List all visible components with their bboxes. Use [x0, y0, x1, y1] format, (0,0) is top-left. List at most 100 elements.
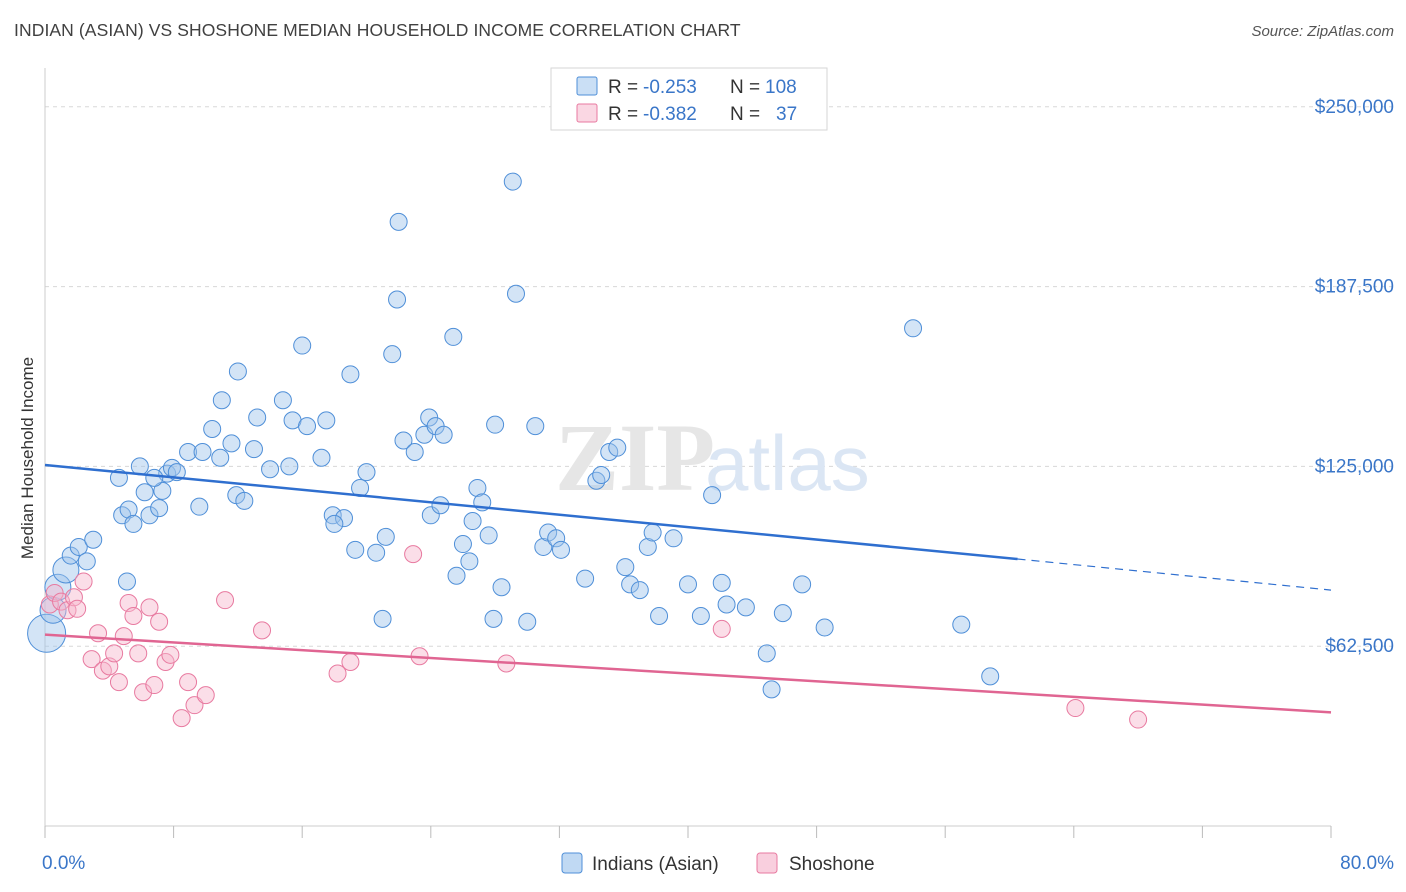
- point-indians-asian: [312, 448, 331, 467]
- point-shoshone: [1129, 710, 1148, 729]
- point-indians-asian: [691, 606, 710, 625]
- point-indians-asian: [150, 499, 169, 518]
- point-indians-asian: [503, 172, 522, 191]
- point-shoshone: [341, 653, 360, 672]
- point-indians-asian: [27, 613, 67, 653]
- point-indians-asian: [484, 609, 503, 628]
- point-indians-asian: [638, 537, 657, 556]
- point-shoshone: [328, 664, 347, 683]
- point-shoshone: [109, 673, 128, 692]
- point-indians-asian: [119, 500, 138, 519]
- point-indians-asian: [616, 558, 635, 577]
- point-indians-asian: [394, 431, 413, 450]
- point-indians-asian: [190, 497, 209, 516]
- point-indians-asian: [650, 606, 669, 625]
- point-indians-asian: [298, 417, 317, 436]
- watermark-zip: ZIP: [555, 404, 715, 511]
- gridlines: [45, 106, 1395, 647]
- point-indians-asian: [534, 537, 553, 556]
- point-shoshone: [40, 595, 59, 614]
- point-indians-asian: [904, 319, 923, 338]
- tick-labels: $62,500 $125,000 $187,500 $250,000 0.0% 80.0%: [42, 97, 1394, 874]
- point-shoshone: [134, 683, 153, 702]
- point-shoshone: [216, 591, 235, 610]
- point-indians-asian: [222, 434, 241, 453]
- point-indians-asian: [664, 529, 683, 548]
- point-indians-asian: [357, 463, 376, 482]
- point-shoshone: [1066, 699, 1085, 718]
- point-indians-asian: [179, 443, 198, 461]
- point-indians-asian: [244, 440, 263, 459]
- point-indians-asian: [506, 284, 525, 303]
- point-indians-asian: [376, 527, 395, 546]
- point-indians-asian: [261, 460, 280, 479]
- point-indians-asian: [630, 581, 649, 600]
- stats-legend: R = -0.253 N = 108 R = -0.382 N = 37: [550, 67, 828, 131]
- point-indians-asian: [463, 512, 482, 531]
- y-tick-label: $125,000: [1315, 456, 1394, 477]
- point-shoshone: [253, 621, 272, 640]
- point-shoshone: [124, 606, 143, 625]
- stats-legend-swatch-blue: [576, 76, 598, 96]
- stats-legend-n-value: 37: [776, 104, 797, 125]
- point-indians-asian: [643, 523, 662, 542]
- point-indians-asian: [124, 514, 143, 533]
- point-shoshone: [64, 588, 83, 607]
- trend-line-indians-asian: [44, 463, 1018, 561]
- stats-legend-n-value: 108: [765, 77, 797, 98]
- point-shoshone: [172, 709, 191, 728]
- point-indians-asian: [460, 552, 479, 571]
- point-indians-asian: [552, 540, 571, 559]
- series-legend-label-shoshone: Shoshone: [789, 854, 875, 875]
- point-indians-asian: [84, 530, 103, 549]
- point-indians-asian: [212, 391, 231, 410]
- series-legend-label-indians: Indians (Asian): [592, 854, 719, 875]
- point-indians-asian: [373, 609, 392, 628]
- point-indians-asian: [576, 569, 595, 588]
- point-shoshone: [161, 645, 180, 664]
- trend-line-indians-asian-extrapolated: [1017, 558, 1332, 591]
- point-indians-asian: [592, 466, 611, 485]
- stats-legend-r-label: R =: [608, 104, 638, 125]
- point-shoshone: [145, 676, 164, 695]
- point-indians-asian: [293, 336, 312, 355]
- point-indians-asian: [717, 595, 736, 614]
- point-shoshone: [105, 644, 124, 663]
- point-indians-asian: [248, 408, 267, 427]
- point-indians-asian: [405, 443, 424, 461]
- point-indians-asian: [444, 327, 463, 346]
- point-indians-asian: [773, 604, 792, 623]
- point-indians-asian: [280, 457, 299, 476]
- stats-legend-n-label: N =: [730, 77, 760, 98]
- point-shoshone: [129, 644, 148, 663]
- point-shoshone: [82, 650, 101, 669]
- point-indians-asian: [39, 596, 67, 624]
- point-indians-asian: [703, 486, 722, 505]
- point-indians-asian: [317, 411, 336, 430]
- y-tick-label: $250,000: [1315, 97, 1394, 118]
- point-indians-asian: [518, 612, 537, 631]
- watermark: ZIP atlas: [555, 404, 870, 511]
- point-indians-asian: [273, 391, 292, 410]
- y-tick-label: $62,500: [1325, 636, 1394, 657]
- point-indians-asian: [389, 212, 408, 231]
- trend-line-shoshone: [44, 633, 1332, 714]
- point-indians-asian: [981, 667, 1000, 686]
- chart-title: INDIAN (ASIAN) VS SHOSHONE MEDIAN HOUSEH…: [14, 20, 741, 40]
- point-indians-asian: [736, 598, 755, 617]
- point-indians-asian: [334, 509, 353, 528]
- point-shoshone: [196, 686, 215, 705]
- y-axis-label: Median Household Income: [18, 356, 37, 560]
- axes: [44, 68, 1332, 838]
- point-indians-asian: [447, 566, 466, 585]
- point-shoshone: [140, 598, 159, 617]
- point-shoshone: [68, 599, 87, 618]
- point-indians-asian: [153, 481, 172, 500]
- point-shoshone: [185, 696, 204, 715]
- point-indians-asian: [587, 471, 606, 490]
- point-indians-asian: [486, 415, 505, 434]
- point-indians-asian: [211, 448, 230, 467]
- point-indians-asian: [383, 345, 402, 364]
- point-indians-asian: [341, 365, 360, 384]
- point-indians-asian: [793, 575, 812, 594]
